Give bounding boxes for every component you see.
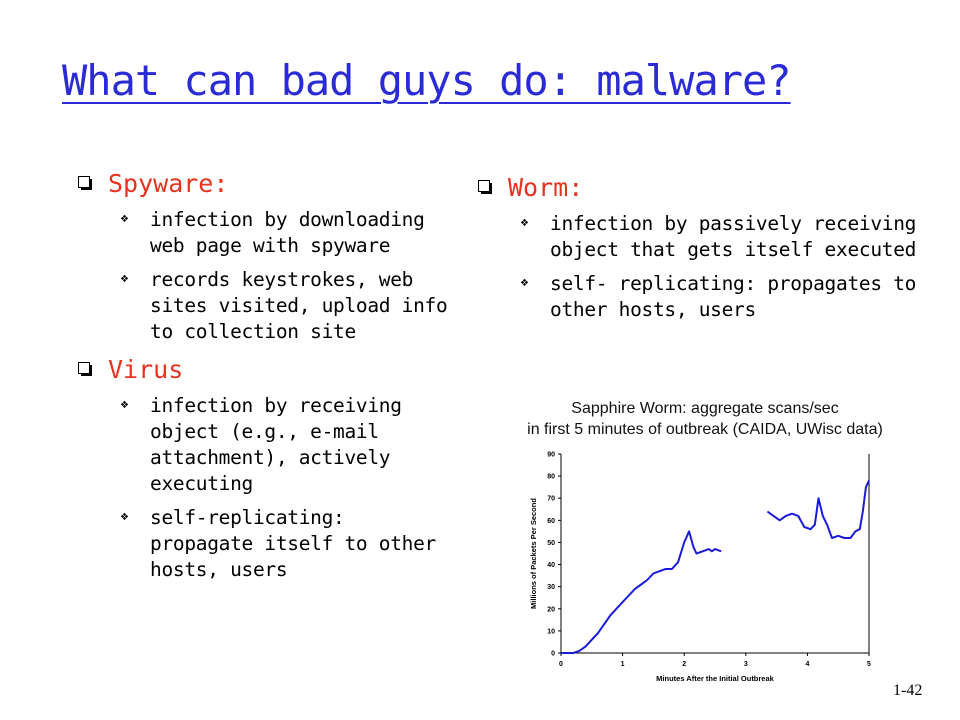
spyware-section: Spyware: ❖ infection by downloading web p… — [78, 167, 458, 345]
virus-heading: Virus — [108, 355, 184, 384]
spyware-heading: Spyware: — [108, 169, 229, 198]
item-text: infection by downloading web page with s… — [150, 208, 425, 257]
x-tick-label: 2 — [682, 661, 686, 668]
list-item: ❖ infection by downloading web page with … — [108, 207, 458, 259]
item-text: infection by receiving object (e.g., e-m… — [150, 394, 402, 495]
x-tick-label: 1 — [621, 661, 625, 668]
list-item: ❖ infection by receiving object (e.g., e-… — [108, 393, 458, 497]
item-text: self- replicating: propagates to other h… — [550, 272, 917, 321]
worm-section: Worm: ❖ infection by passively receiving … — [478, 171, 918, 323]
list-item: ❖ self-replicating: propagate itself to o… — [108, 505, 458, 583]
chart-caption: Sapphire Worm: aggregate scans/sec in fi… — [480, 398, 930, 440]
diamond-bullet-icon: ❖ — [520, 278, 529, 289]
x-tick-label: 4 — [805, 661, 809, 668]
chart-lines — [561, 480, 870, 654]
item-text: records keystrokes, web sites visited, u… — [150, 268, 448, 343]
y-tick-label: 20 — [547, 606, 555, 613]
list-item: ❖ records keystrokes, web sites visited, … — [108, 267, 458, 345]
virus-section: Virus ❖ infection by receiving object (e.… — [78, 353, 458, 583]
y-axis-label: Millions of Packets Per Second — [529, 498, 538, 609]
slide-number: 1-42 — [893, 682, 923, 699]
item-text: infection by passively receiving object … — [550, 212, 917, 261]
chart-caption-line2: in first 5 minutes of outbreak (CAIDA, U… — [527, 421, 883, 438]
worm-heading: Worm: — [508, 173, 584, 202]
y-tick-label: 90 — [547, 452, 555, 459]
y-tick-label: 10 — [547, 628, 555, 635]
x-tick-label: 3 — [744, 661, 748, 668]
y-tick-label: 0 — [551, 651, 555, 658]
y-tick-label: 70 — [547, 496, 555, 503]
diamond-bullet-icon: ❖ — [120, 400, 129, 411]
y-tick-label: 30 — [547, 584, 555, 591]
series-line-segment — [766, 480, 870, 539]
scans-line-chart: 0 10 20 30 40 50 60 70 80 90 0 1 2 3 4 5 Millions of Pa… — [529, 452, 871, 684]
diamond-bullet-icon: ❖ — [520, 218, 529, 229]
right-column: Worm: ❖ infection by passively receiving … — [478, 171, 918, 331]
y-tick-label: 50 — [547, 540, 555, 547]
diamond-bullet-icon: ❖ — [120, 512, 129, 523]
slide-title: What can bad guys do: malware? — [62, 56, 792, 105]
chart-caption-line1: Sapphire Worm: aggregate scans/sec — [571, 400, 839, 417]
list-item: ❖ infection by passively receiving object… — [508, 211, 918, 263]
chart-axes: 0 10 20 30 40 50 60 70 80 90 0 1 2 3 4 5 — [547, 452, 871, 669]
square-bullet-icon — [478, 180, 493, 195]
series-line-segment — [561, 530, 722, 654]
x-tick-label: 0 — [559, 661, 563, 668]
diamond-bullet-icon: ❖ — [120, 274, 129, 285]
square-bullet-icon — [78, 362, 93, 377]
x-tick-label: 5 — [867, 661, 871, 668]
square-bullet-icon — [78, 176, 93, 191]
diamond-bullet-icon: ❖ — [120, 214, 129, 225]
y-tick-label: 40 — [547, 562, 555, 569]
y-tick-label: 80 — [547, 474, 555, 481]
y-tick-label: 60 — [547, 518, 555, 525]
x-axis-label: Minutes After the Initial Outbreak — [656, 674, 774, 683]
list-item: ❖ self- replicating: propagates to other … — [508, 271, 918, 323]
left-column: Spyware: ❖ infection by downloading web p… — [78, 167, 458, 591]
item-text: self-replicating: propagate itself to ot… — [150, 506, 437, 581]
